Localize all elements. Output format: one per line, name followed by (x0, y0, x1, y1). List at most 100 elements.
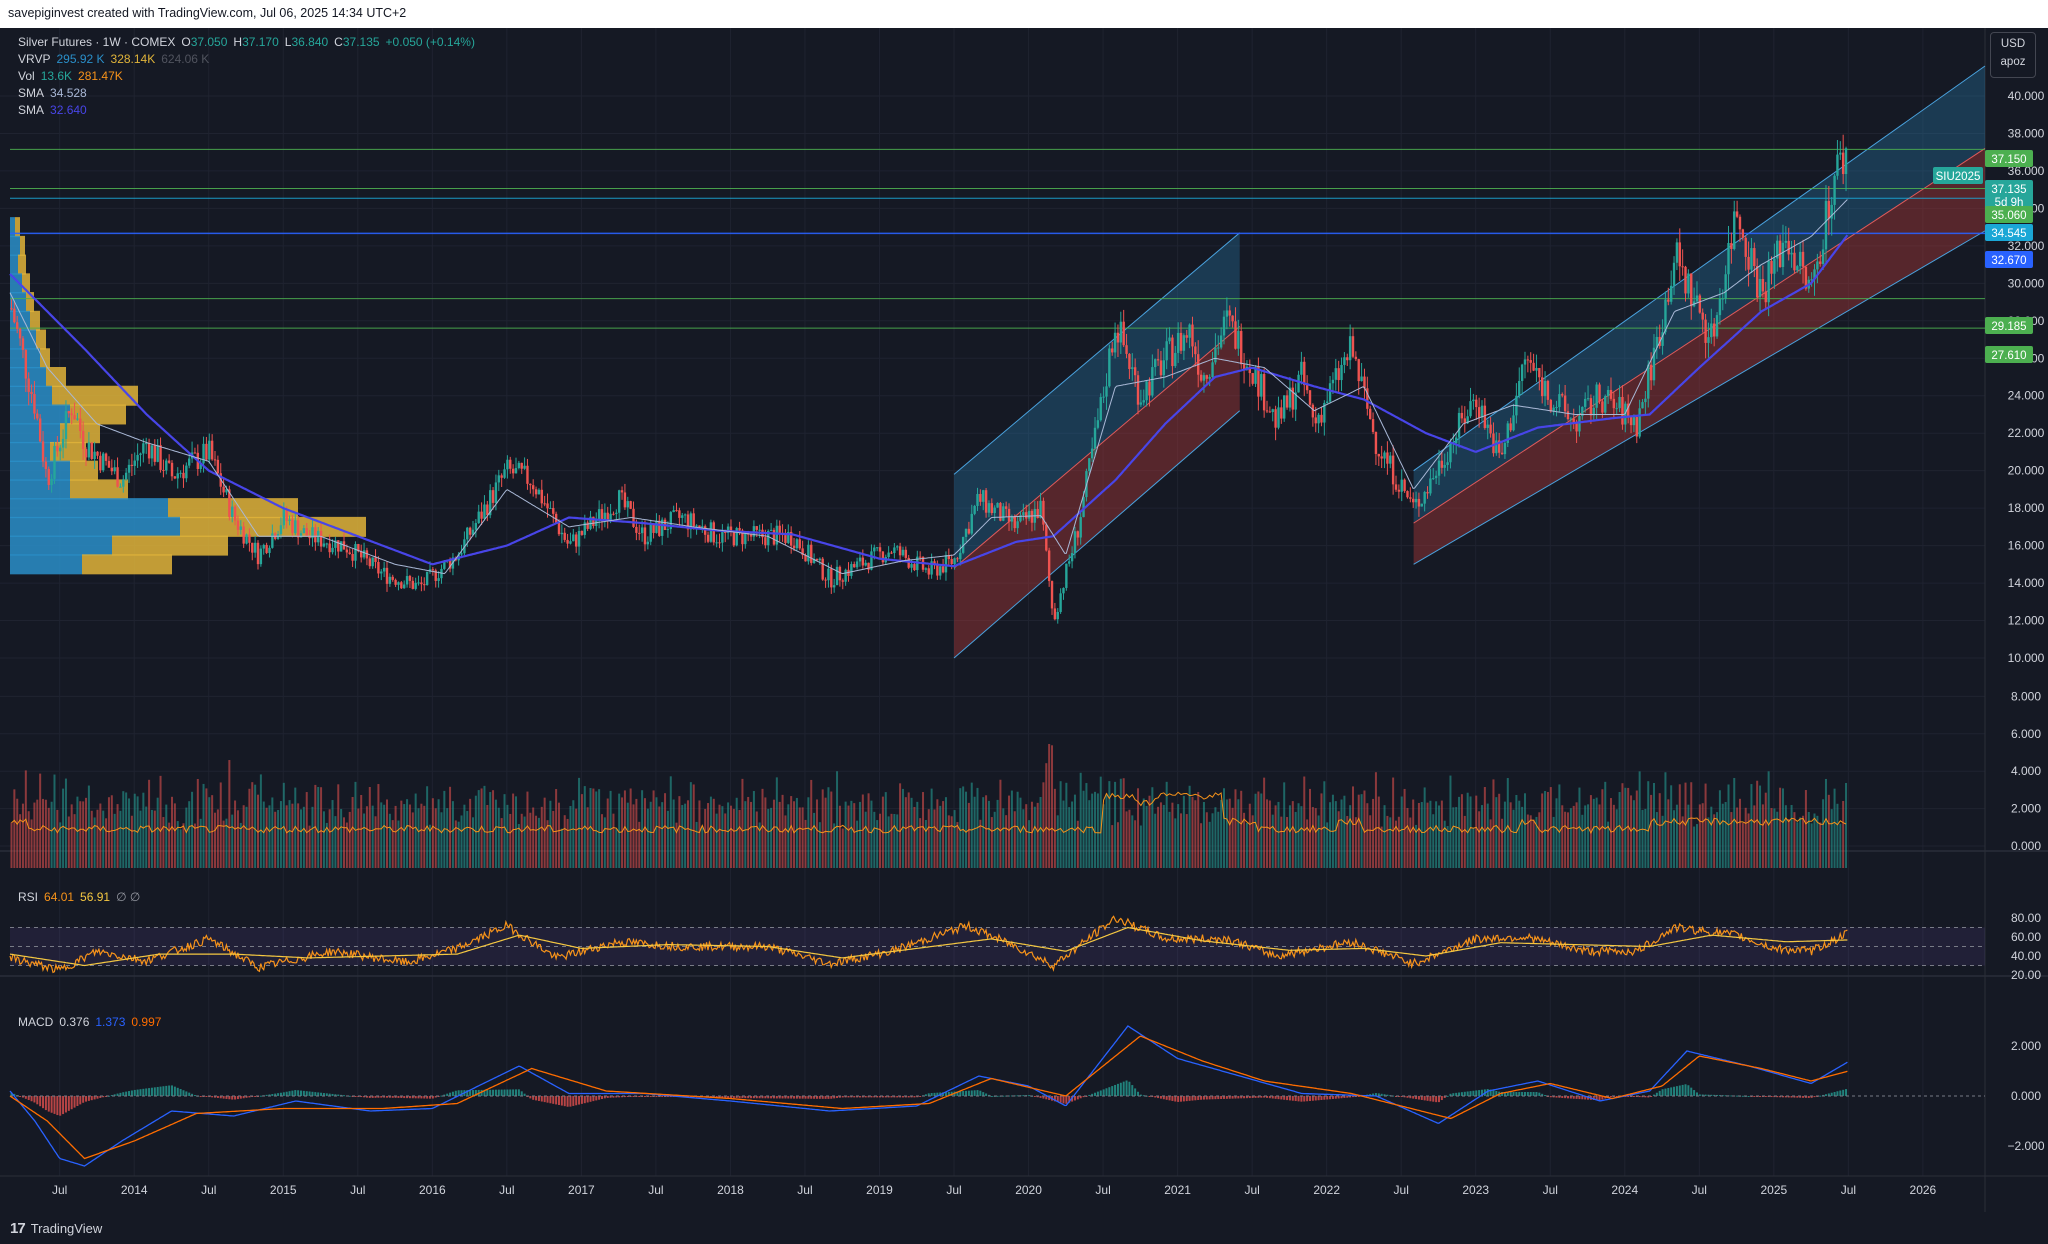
macd-histogram-bar (1429, 1096, 1432, 1102)
volume-bar (1392, 777, 1395, 868)
candle-body (299, 533, 303, 538)
macd-histogram-bar (1231, 1096, 1234, 1099)
macd-histogram-bar (1650, 1096, 1653, 1097)
volume-bar (970, 782, 973, 868)
volume-bar (1503, 801, 1506, 868)
macd-histogram-bar (179, 1089, 182, 1096)
scale-mode[interactable]: apoz (2000, 56, 2026, 68)
macd-histogram-bar (193, 1095, 196, 1097)
macd-histogram-bar (1268, 1096, 1271, 1099)
candle-body (1217, 347, 1220, 349)
volume-bar (96, 809, 99, 868)
macd-histogram-bar (434, 1096, 437, 1098)
candle-body (497, 475, 500, 483)
legend-sma-fast[interactable]: SMA 34.528 (18, 86, 93, 100)
volume-bar (1214, 807, 1217, 868)
price-chart[interactable]: 40.00038.00036.00034.00032.00030.00028.0… (0, 28, 2048, 1212)
legend-sma-slow[interactable]: SMA 32.640 (18, 103, 93, 117)
candle-body (982, 490, 985, 502)
macd-histogram-bar (666, 1096, 669, 1097)
candle-body (738, 527, 741, 531)
candle-body (1007, 508, 1011, 522)
candle-body (698, 525, 701, 528)
macd-histogram-bar (302, 1090, 305, 1096)
scale-settings[interactable]: USD apoz (1990, 32, 2036, 78)
legend-rsi[interactable]: RSI 64.01 56.91 ∅ ∅ (18, 890, 146, 904)
candle-body (1176, 332, 1180, 353)
volume-bar (959, 788, 962, 868)
macd-histogram-bar (1162, 1096, 1165, 1100)
candle-body (810, 544, 813, 563)
candle-body (1002, 506, 1005, 521)
candle-body (400, 582, 403, 589)
macd-histogram-bar (128, 1091, 131, 1096)
macd-histogram-bar (1480, 1089, 1483, 1096)
candle-body (182, 472, 185, 479)
macd-histogram-bar (1813, 1096, 1816, 1098)
macd-histogram-bar (1455, 1092, 1458, 1096)
candle-body (1715, 315, 1719, 337)
volume-bar (1521, 806, 1524, 868)
macd-histogram-bar (1822, 1094, 1825, 1096)
volume-bar (1073, 794, 1076, 868)
candle-body (709, 522, 713, 542)
candle-body (1598, 384, 1601, 402)
volume-bar (641, 790, 644, 868)
volume-bar (1002, 808, 1005, 868)
macd-histogram-bar (460, 1090, 463, 1096)
candle-body (1526, 359, 1530, 361)
volume-bar (1675, 804, 1678, 868)
volume-bar (1561, 805, 1564, 868)
candle-body (36, 413, 39, 419)
candle-body (1234, 321, 1237, 349)
legend-ohlc: Silver Futures · 1W · COMEX O37.050 H37.17… (18, 35, 481, 49)
macd-histogram-bar (1532, 1092, 1535, 1096)
volume-bar (1532, 819, 1535, 868)
volume-bar (388, 813, 391, 868)
volume-bar (234, 800, 237, 868)
macd-hist-value: 0.376 (59, 1015, 90, 1029)
macd-histogram-bar (1139, 1094, 1142, 1096)
macd-histogram-bar (408, 1096, 411, 1099)
macd-histogram-bar (494, 1089, 497, 1096)
macd-histogram-bar (1039, 1096, 1042, 1098)
candle-body (1721, 298, 1724, 300)
volume-bar (248, 788, 251, 868)
macd-histogram-bar (1796, 1096, 1799, 1098)
macd-histogram-bar (1274, 1096, 1277, 1099)
macd-histogram-bar (469, 1090, 472, 1096)
legend-vrvp[interactable]: VRVP 295.92 K 328.14K 624.06 K (18, 52, 215, 66)
volume-bar (222, 820, 225, 868)
volume-bar (727, 802, 730, 868)
volume-bar (449, 786, 452, 868)
candle-body (1469, 401, 1472, 417)
volume-bar (1088, 800, 1091, 868)
volume-bar (1650, 794, 1653, 868)
volume-bar (259, 774, 262, 868)
candle-body (1248, 366, 1252, 374)
rsi-label: RSI (18, 890, 39, 904)
legend-macd[interactable]: MACD 0.376 1.373 0.997 (18, 1015, 167, 1029)
volume-bar (813, 812, 816, 868)
macd-histogram-bar (1329, 1096, 1332, 1100)
macd-histogram-bar (907, 1096, 910, 1098)
candle-body (1712, 323, 1716, 337)
volume-bar (1137, 788, 1140, 868)
volume-bar (724, 813, 727, 868)
candle-body (425, 571, 429, 585)
volume-bar (50, 801, 53, 868)
macd-histogram-bar (947, 1091, 950, 1096)
volume-bar (838, 805, 841, 868)
candle-body (1374, 431, 1378, 454)
macd-histogram-bar (1475, 1090, 1478, 1096)
candle-body (927, 568, 930, 575)
candle-body (156, 445, 159, 462)
macd-histogram-bar (1759, 1096, 1762, 1097)
candle-body (1182, 335, 1186, 351)
macd-histogram-bar (569, 1096, 572, 1107)
rsi-axis-label: 40.00 (2011, 949, 2041, 963)
tradingview-brand[interactable]: 17 TradingView (10, 1220, 102, 1237)
legend-volume[interactable]: Vol 13.6K 281.47K (18, 69, 129, 83)
volume-bar (899, 783, 902, 868)
volume-bar (334, 816, 337, 868)
